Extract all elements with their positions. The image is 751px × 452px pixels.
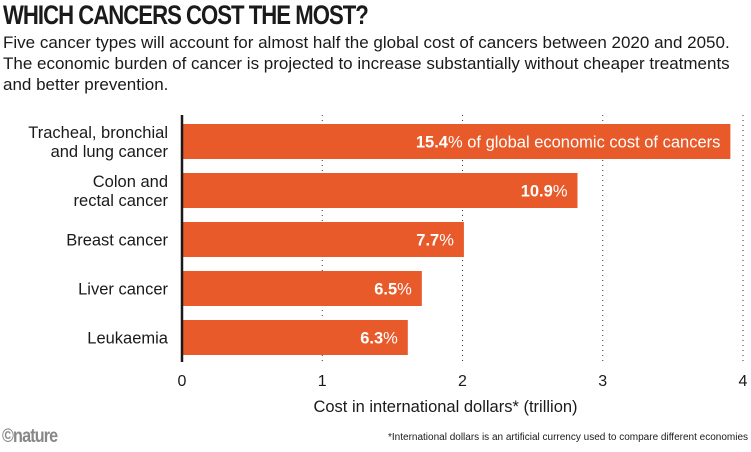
category-label: Tracheal, bronchial <box>28 124 168 142</box>
bar <box>182 222 464 257</box>
bar-value-label: 6.5% <box>374 281 412 299</box>
category-label: Breast cancer <box>66 232 168 250</box>
category-label: Liver cancer <box>78 281 168 299</box>
bar <box>182 124 731 159</box>
bar-value-label: 6.3% <box>360 330 398 348</box>
bar <box>182 271 422 306</box>
nature-logo: ©nature <box>2 426 58 447</box>
category-label: Leukaemia <box>87 330 169 348</box>
bar-value-label: 7.7% <box>416 232 454 250</box>
footnote: *International dollars is an artificial … <box>388 432 748 443</box>
category-label: and lung cancer <box>51 143 169 161</box>
category-label: Colon and <box>93 173 168 191</box>
x-tick-label: 1 <box>318 373 327 390</box>
category-label: rectal cancer <box>74 192 169 210</box>
bar <box>182 173 578 208</box>
x-tick-label: 2 <box>458 373 467 390</box>
bar <box>182 320 408 355</box>
x-tick-label: 4 <box>739 373 748 390</box>
bar-value-label: 15.4% of global economic cost of cancers <box>416 134 721 152</box>
chart-subtitle: Five cancer types will account for almos… <box>3 33 730 94</box>
x-tick-label: 3 <box>598 373 607 390</box>
x-tick-label: 0 <box>178 373 187 390</box>
chart-title: WHICH CANCERS COST THE MOST? <box>3 0 369 30</box>
bar-value-label: 10.9% <box>521 183 568 201</box>
x-axis-label: Cost in international dollars* (trillion… <box>313 398 578 416</box>
